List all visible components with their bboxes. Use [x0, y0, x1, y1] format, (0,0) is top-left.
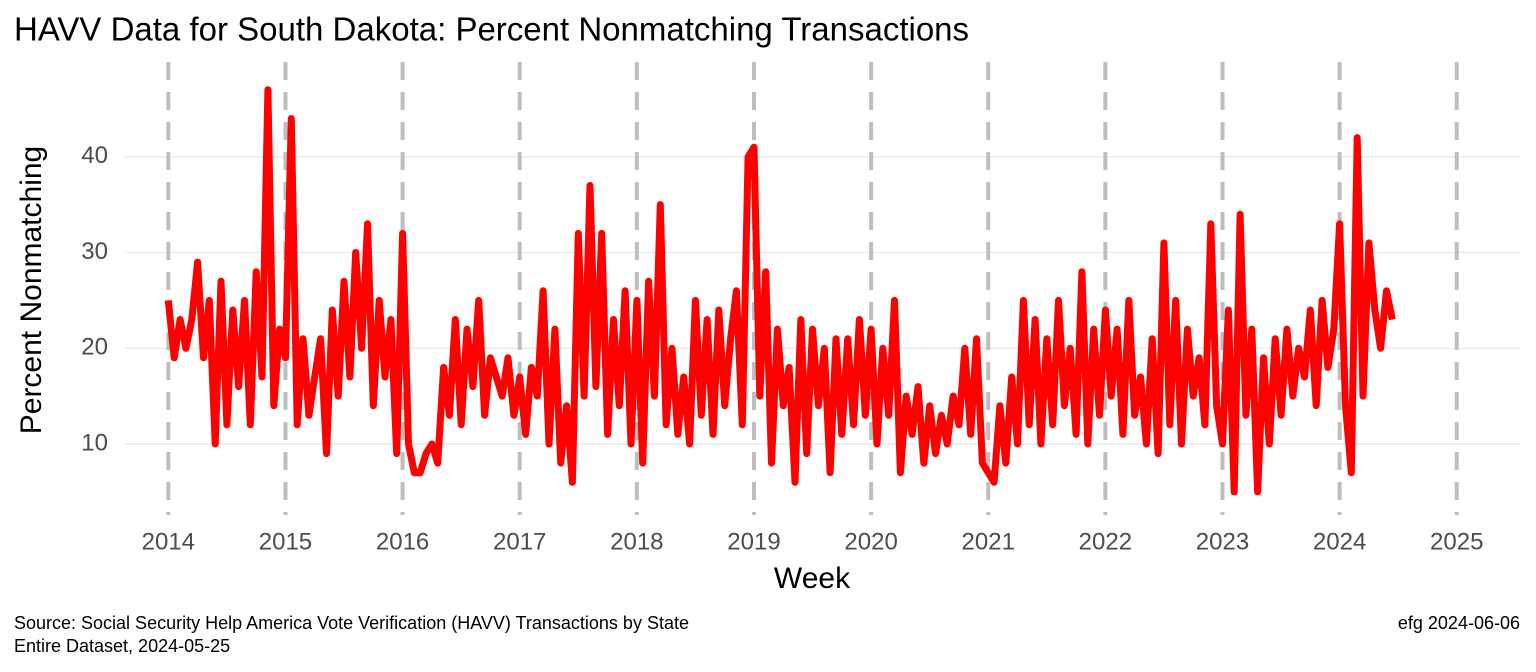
x-tick-label: 2021 [962, 528, 1015, 555]
y-axis-label: Percent Nonmatching [15, 146, 48, 435]
x-tick-label: 2024 [1313, 528, 1366, 555]
x-tick-label: 2023 [1196, 528, 1249, 555]
y-tick-label: 40 [81, 142, 108, 169]
y-tick-label: 20 [81, 334, 108, 361]
x-axis-label: Week [774, 562, 851, 595]
x-tick-label: 2016 [376, 528, 429, 555]
chart-title: HAVV Data for South Dakota: Percent Nonm… [14, 11, 969, 48]
x-tick-label: 2014 [142, 528, 195, 555]
x-tick-label: 2025 [1430, 528, 1483, 555]
caption: Entire Dataset, 2024-05-25 [14, 636, 230, 656]
data-line [164, 86, 1396, 496]
x-tick-label: 2018 [610, 528, 663, 555]
x-tick-label: 2022 [1079, 528, 1132, 555]
caption: efg 2024-06-06 [1398, 613, 1520, 633]
y-tick-label: 30 [81, 238, 108, 265]
y-tick-label: 10 [81, 429, 108, 456]
x-tick-label: 2015 [259, 528, 312, 555]
x-tick-label: 2019 [727, 528, 780, 555]
x-tick-label: 2020 [844, 528, 897, 555]
caption: Source: Social Security Help America Vot… [14, 613, 689, 633]
x-tick-label: 2017 [493, 528, 546, 555]
